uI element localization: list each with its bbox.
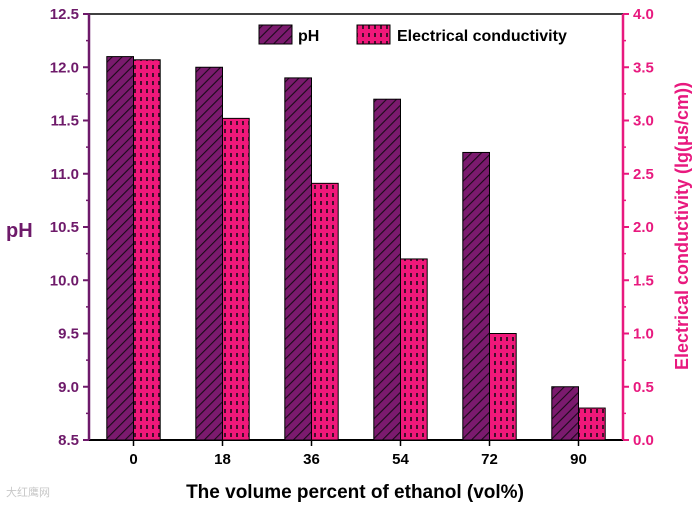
bar-ph xyxy=(106,56,135,441)
legend-swatch-conductivity xyxy=(356,24,391,45)
left-tick-label: 12.0 xyxy=(50,59,79,76)
x-tick-label: 90 xyxy=(570,451,587,468)
right-tick-label: 0.0 xyxy=(633,432,654,449)
watermark: 大红鹰网 xyxy=(6,485,50,499)
left-tick-label: 9.0 xyxy=(58,379,79,396)
bar-conductivity xyxy=(489,333,517,441)
right-tick-label: 4.0 xyxy=(633,6,654,23)
right-tick-label: 3.5 xyxy=(633,59,654,76)
left-tick-label: 10.5 xyxy=(50,219,79,236)
bar-conductivity xyxy=(133,59,161,441)
left-tick-label: 9.5 xyxy=(58,326,79,343)
y-axis-right-title: Electrical conductivity (lg(μs/cm)) xyxy=(672,82,692,370)
x-axis: 0 18 36 54 72 90 xyxy=(129,440,587,468)
x-tick-label: 36 xyxy=(303,451,320,468)
bar-ph xyxy=(462,151,490,441)
bar-ph xyxy=(551,386,579,441)
left-tick-label: 11.5 xyxy=(51,113,79,130)
x-tick-label: 72 xyxy=(481,451,498,468)
plot-frame xyxy=(89,13,623,441)
left-tick-label: 11.0 xyxy=(51,166,79,183)
bar-conductivity xyxy=(578,407,606,441)
legend-label-ph: pH xyxy=(298,28,319,45)
bar-conductivity xyxy=(400,258,428,441)
legend-label-conductivity: Electrical conductivity xyxy=(397,28,567,45)
bar-conductivity xyxy=(311,182,339,441)
left-axis-ph: 8.5 9.0 9.5 10.0 10.5 11.0 11.5 12.0 12.5 xyxy=(50,6,91,449)
right-tick-label: 3.0 xyxy=(633,113,654,130)
legend: pH Electrical conductivity xyxy=(258,24,567,45)
right-tick-label: 1.5 xyxy=(633,272,654,289)
left-tick-label: 8.5 xyxy=(58,432,79,449)
left-tick-label: 12.5 xyxy=(50,6,79,23)
x-axis-title: The volume percent of ethanol (vol%) xyxy=(186,482,524,503)
right-tick-label: 0.5 xyxy=(633,379,654,396)
bar-ph xyxy=(195,66,224,441)
y-axis-left-title: pH xyxy=(6,220,33,242)
legend-swatch-ph xyxy=(258,24,293,45)
x-tick-label: 18 xyxy=(214,451,231,468)
bar-ph xyxy=(284,77,312,441)
bars-group xyxy=(106,56,606,441)
x-tick-label: 0 xyxy=(129,451,137,468)
right-tick-label: 2.0 xyxy=(633,219,654,236)
right-tick-label: 2.5 xyxy=(633,166,654,183)
right-axis-conductivity: 0.0 0.5 1.0 1.5 2.0 2.5 3.0 3.5 4.0 xyxy=(621,6,654,449)
x-tick-label: 54 xyxy=(392,451,409,468)
bar-ph xyxy=(373,98,401,441)
bar-conductivity xyxy=(222,117,250,441)
left-tick-label: 10.0 xyxy=(50,272,79,289)
right-tick-label: 1.0 xyxy=(633,326,654,343)
